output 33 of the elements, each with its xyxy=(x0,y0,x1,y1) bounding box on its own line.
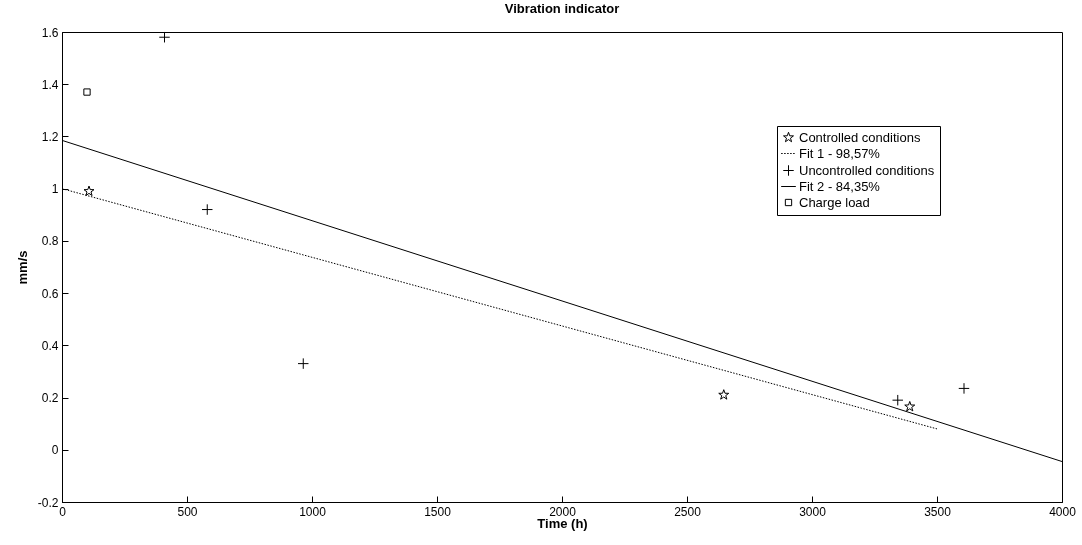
chart-title: Vibration indicator xyxy=(504,1,620,16)
y-tick-label: 0.8 xyxy=(41,234,59,249)
x-tick-label: 3500 xyxy=(924,504,952,519)
legend-label: Controlled conditions xyxy=(799,129,921,145)
y-tick-label: 1 xyxy=(51,182,59,197)
x-tick-label: 4000 xyxy=(1049,504,1077,519)
legend-label: Charge load xyxy=(799,194,870,210)
y-axis-title: mm/s xyxy=(14,250,30,285)
y-tick-label: 1.2 xyxy=(41,129,59,144)
point xyxy=(958,382,970,395)
y-tick-label: -0.2 xyxy=(37,495,59,510)
point xyxy=(892,394,904,406)
y-tick-label: 0.2 xyxy=(41,391,59,406)
y-tick-label: 0.4 xyxy=(41,338,59,353)
legend-label: Fit 2 - 84,35% xyxy=(799,178,881,194)
point xyxy=(904,400,916,412)
x-tick-label: 500 xyxy=(177,504,198,519)
point xyxy=(83,185,95,197)
point xyxy=(297,357,309,370)
y-tick-label: 0.6 xyxy=(41,286,59,301)
legend-label: Uncontrolled conditions xyxy=(799,162,935,178)
point xyxy=(158,31,171,43)
x-tick-label: 2500 xyxy=(674,504,702,519)
y-tick-label: 1.6 xyxy=(41,25,59,40)
point xyxy=(718,389,730,400)
y-tick-label: 0 xyxy=(51,443,59,458)
x-tick-label: 1500 xyxy=(424,504,452,519)
legend-label: Fit 1 - 98,57% xyxy=(799,145,881,161)
x-tick-label: 3000 xyxy=(799,504,827,519)
point xyxy=(83,88,91,96)
y-tick-label: 1.4 xyxy=(41,77,59,92)
x-tick-label: 1000 xyxy=(299,504,327,519)
point xyxy=(201,203,213,216)
